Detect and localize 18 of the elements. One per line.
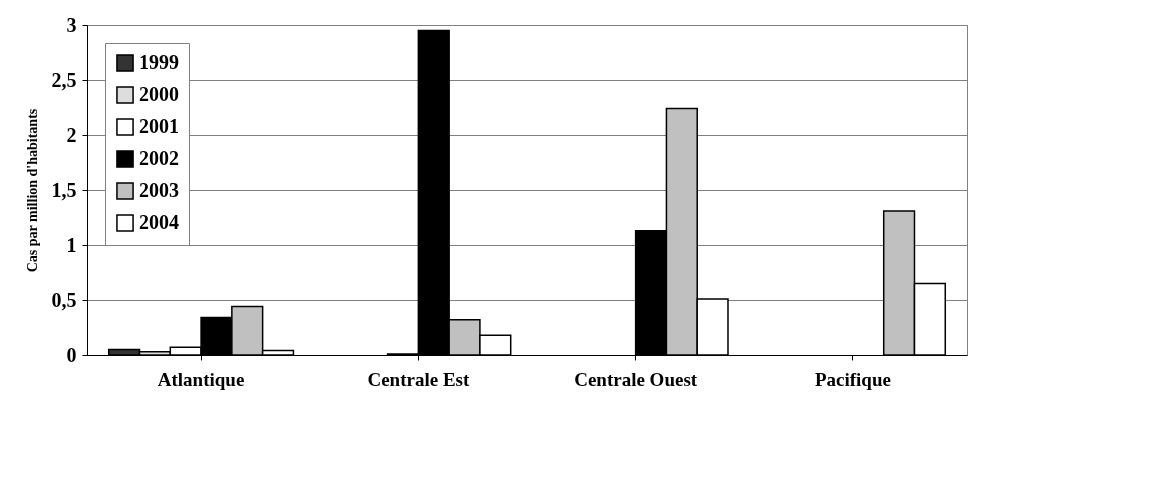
legend-label: 2001 [139, 115, 179, 137]
y-tick-label: 0,5 [51, 288, 77, 311]
legend-label: 2000 [139, 83, 179, 105]
x-tick-label: Centrale Ouest [574, 368, 698, 390]
x-tick-label: Atlantique [157, 368, 245, 390]
y-tick-label: 2 [66, 123, 77, 146]
y-tick-label: 0 [66, 343, 77, 366]
x-tick-label: Centrale Est [367, 368, 470, 390]
y-tick-label: 3 [66, 13, 77, 36]
legend-label: 2004 [139, 211, 179, 233]
legend-label: 1999 [139, 51, 179, 73]
y-axis-title: Cas par million d'habitants [24, 108, 40, 273]
legend-label: 2002 [139, 147, 179, 169]
y-tick-label: 1 [66, 233, 77, 256]
y-tick-label: 1,5 [51, 178, 77, 201]
x-tick-label: Pacifique [814, 368, 891, 390]
legend-label: 2003 [139, 179, 179, 201]
y-tick-label: 2,5 [51, 68, 77, 91]
